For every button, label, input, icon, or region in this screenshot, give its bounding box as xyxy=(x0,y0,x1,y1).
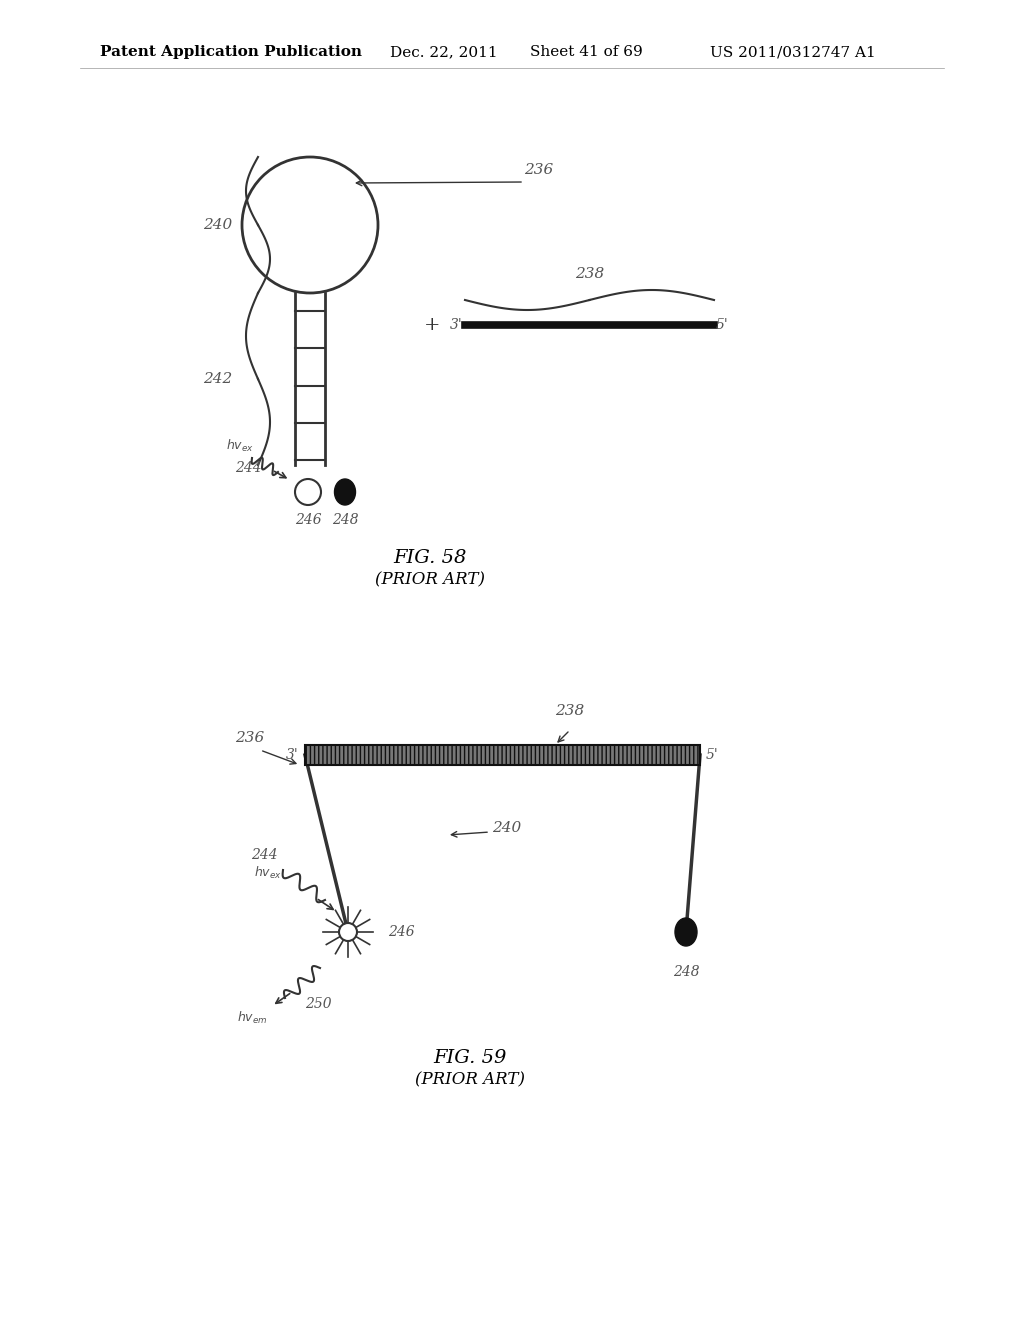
Circle shape xyxy=(295,479,321,506)
Text: 246: 246 xyxy=(388,925,415,939)
Text: 5': 5' xyxy=(706,748,719,762)
Text: 240: 240 xyxy=(492,821,521,836)
Ellipse shape xyxy=(335,479,355,506)
Text: 238: 238 xyxy=(575,267,604,281)
Text: 248: 248 xyxy=(673,965,699,979)
Text: 242: 242 xyxy=(203,372,232,385)
Text: 240: 240 xyxy=(203,218,232,232)
Text: 238: 238 xyxy=(555,704,585,718)
Text: Patent Application Publication: Patent Application Publication xyxy=(100,45,362,59)
Text: $hv_{ex}$: $hv_{ex}$ xyxy=(226,438,254,454)
Text: 5': 5' xyxy=(716,318,729,333)
Text: FIG. 58: FIG. 58 xyxy=(393,549,467,568)
Ellipse shape xyxy=(675,917,697,946)
Text: US 2011/0312747 A1: US 2011/0312747 A1 xyxy=(710,45,876,59)
Text: (PRIOR ART): (PRIOR ART) xyxy=(375,572,485,589)
Text: $hv_{ex}$: $hv_{ex}$ xyxy=(254,865,282,880)
Text: FIG. 59: FIG. 59 xyxy=(433,1049,507,1067)
Text: 250: 250 xyxy=(305,997,332,1011)
Text: Dec. 22, 2011: Dec. 22, 2011 xyxy=(390,45,498,59)
Text: $hv_{em}$: $hv_{em}$ xyxy=(237,1010,267,1026)
Text: 244: 244 xyxy=(234,461,261,475)
Text: 244: 244 xyxy=(251,847,278,862)
Text: 3': 3' xyxy=(287,748,299,762)
Text: Sheet 41 of 69: Sheet 41 of 69 xyxy=(530,45,643,59)
Text: 236: 236 xyxy=(524,162,553,177)
Text: 246: 246 xyxy=(295,513,322,527)
Text: (PRIOR ART): (PRIOR ART) xyxy=(415,1072,525,1089)
Text: +: + xyxy=(424,315,440,334)
Text: 3': 3' xyxy=(450,318,463,333)
Text: 236: 236 xyxy=(234,731,264,744)
Text: 248: 248 xyxy=(332,513,358,527)
Circle shape xyxy=(339,923,357,941)
Bar xyxy=(305,744,700,766)
